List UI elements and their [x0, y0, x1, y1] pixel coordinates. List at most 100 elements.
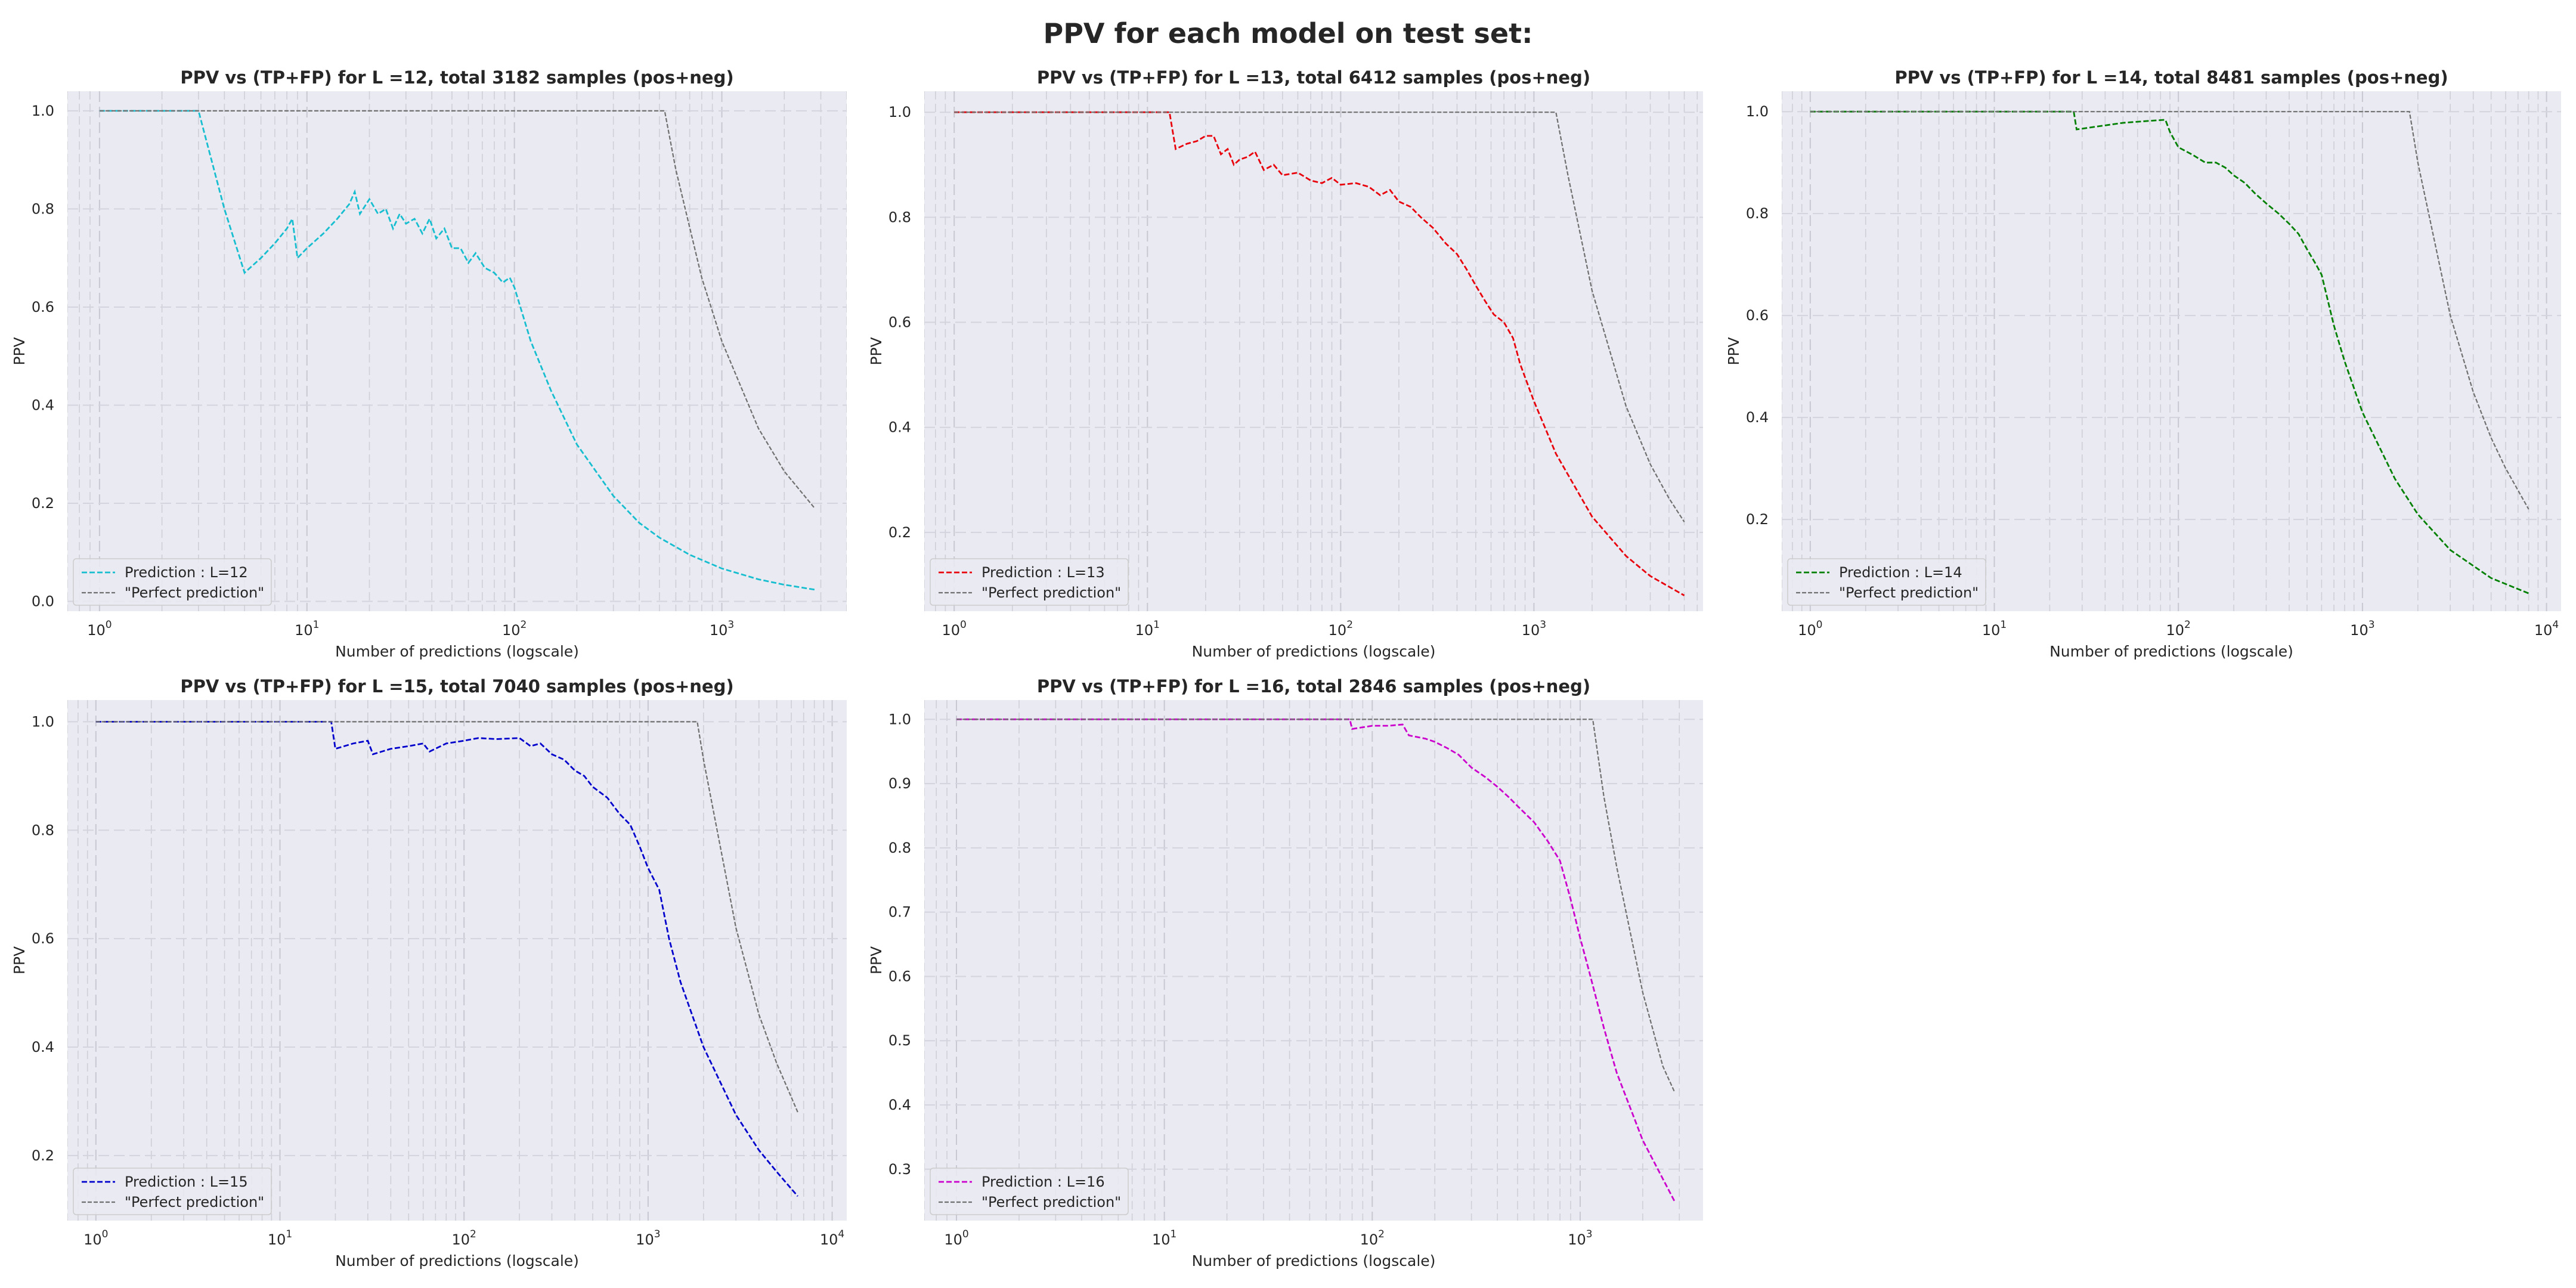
prediction-line	[1810, 110, 2529, 595]
y-tick-label: 1.0	[32, 713, 54, 730]
grid	[924, 700, 1703, 1221]
subplot-5: 0.3 0.4 0.5 0.6 0.7 0.8 0.9 1.0 100 101 102 103 PPV …	[868, 676, 1703, 1270]
legend-box	[1787, 558, 1986, 606]
figure-title: PPV for each model on test set:	[1044, 17, 1533, 49]
y-tick-label: 1.0	[32, 103, 54, 119]
y-tick-label: 0.8	[888, 209, 911, 225]
y-axis-label: PPV	[11, 946, 28, 974]
x-tick-label: 100	[83, 1228, 108, 1248]
series-group	[95, 721, 798, 1197]
y-tick-label: 0.8	[32, 822, 54, 838]
perfect-prediction-line	[99, 110, 815, 509]
series-group	[1810, 110, 2529, 595]
y-tick-label: 0.4	[32, 397, 54, 413]
legend-box	[930, 558, 1129, 606]
y-tick-label: 0.6	[32, 930, 54, 947]
legend-label: Prediction : L=14	[1839, 564, 1962, 581]
subplot-title: PPV vs (TP+FP) for L =14, total 8481 sam…	[1894, 67, 2448, 88]
y-axis-label: PPV	[1725, 337, 1742, 365]
y-tick-label: 0.6	[32, 299, 54, 315]
plot-area	[67, 700, 847, 1221]
plot-area	[924, 700, 1703, 1221]
perfect-prediction-line	[95, 721, 798, 1113]
y-tick-label: 0.4	[32, 1039, 54, 1055]
y-tick-label: 1.0	[1746, 103, 1769, 120]
x-axis-label: Number of predictions (logscale)	[335, 1252, 579, 1270]
subplot-title: PPV vs (TP+FP) for L =16, total 2846 sam…	[1037, 676, 1590, 696]
x-tick-label: 102	[1360, 1228, 1385, 1248]
legend-box	[73, 558, 272, 606]
y-tick-label: 0.4	[888, 1097, 911, 1113]
grid	[924, 91, 1703, 611]
x-tick-label: 101	[295, 619, 319, 639]
prediction-line	[954, 111, 1685, 596]
y-tick-label: 0.2	[32, 1147, 54, 1164]
y-tick-label: 1.0	[888, 104, 911, 120]
perfect-prediction-line	[1810, 111, 2529, 510]
x-tick-label: 100	[942, 619, 967, 639]
legend-label: Prediction : L=15	[125, 1174, 248, 1190]
perfect-prediction-line	[956, 719, 1676, 1092]
plot-area	[1782, 91, 2561, 611]
y-axis-label: PPV	[868, 337, 885, 365]
y-tick-label: 0.5	[888, 1032, 911, 1049]
plot-area	[924, 91, 1703, 611]
legend-label: "Perfect prediction"	[125, 1194, 264, 1210]
y-tick-label: 0.2	[888, 524, 911, 541]
y-tick-label: 0.7	[888, 904, 911, 921]
prediction-line	[956, 718, 1676, 1202]
x-tick-label: 100	[87, 619, 112, 639]
y-tick-label: 0.4	[1746, 409, 1769, 426]
legend-box	[930, 1168, 1129, 1215]
y-tick-label: 0.6	[888, 314, 911, 331]
legend: Prediction : L=15 "Perfect prediction"	[73, 1168, 272, 1215]
subplot-4: 0.2 0.4 0.6 0.8 1.0 100 101 102 103 104 PPV vs (TP…	[11, 676, 847, 1270]
y-tick-label: 0.8	[32, 200, 54, 217]
legend: Prediction : L=14 "Perfect prediction"	[1787, 558, 1986, 606]
x-tick-label: 101	[1135, 619, 1160, 639]
x-axis-label: Number of predictions (logscale)	[1192, 1252, 1436, 1270]
plot-area	[67, 91, 847, 611]
y-tick-label: 0.0	[32, 593, 54, 610]
grid	[67, 700, 847, 1221]
subplot-3: 0.2 0.4 0.6 0.8 1.0 100 101 102 103 104 PPV vs (TP…	[1725, 67, 2561, 660]
x-tick-label: 104	[820, 1228, 844, 1248]
x-axis-label: Number of predictions (logscale)	[1192, 643, 1436, 660]
y-tick-label: 1.0	[888, 711, 911, 727]
series-group	[954, 111, 1685, 596]
grid	[67, 91, 847, 611]
x-tick-label: 102	[502, 619, 527, 639]
y-tick-label: 0.9	[888, 775, 911, 792]
y-tick-label: 0.2	[32, 495, 54, 512]
x-tick-label: 101	[1982, 619, 2007, 639]
series-group	[99, 110, 815, 591]
x-axis-label: Number of predictions (logscale)	[2049, 643, 2293, 660]
legend-label: Prediction : L=12	[125, 564, 248, 581]
x-tick-label: 100	[944, 1228, 968, 1248]
perfect-prediction-line	[954, 112, 1685, 522]
subplot-title: PPV vs (TP+FP) for L =12, total 3182 sam…	[180, 67, 733, 88]
x-tick-label: 102	[451, 1228, 476, 1248]
prediction-line	[99, 110, 815, 591]
subplot-1: 0.0 0.2 0.4 0.6 0.8 1.0 100 101 102 103 PPV vs (TP…	[11, 67, 847, 660]
x-tick-label: 101	[268, 1228, 292, 1248]
x-tick-label: 102	[2166, 619, 2190, 639]
legend: Prediction : L=13 "Perfect prediction"	[930, 558, 1129, 606]
x-tick-label: 102	[1329, 619, 1353, 639]
legend-box	[73, 1168, 272, 1215]
legend-label: "Perfect prediction"	[982, 584, 1121, 601]
legend: Prediction : L=16 "Perfect prediction"	[930, 1168, 1129, 1215]
legend-label: "Perfect prediction"	[982, 1194, 1121, 1210]
subplot-title: PPV vs (TP+FP) for L =13, total 6412 sam…	[1037, 67, 1590, 88]
x-tick-label: 104	[2534, 619, 2559, 639]
grid	[1782, 91, 2561, 611]
x-tick-label: 103	[2350, 619, 2374, 639]
x-tick-label: 100	[1798, 619, 1822, 639]
y-axis-label: PPV	[11, 337, 28, 365]
y-tick-label: 0.2	[1746, 511, 1769, 528]
subplot-2: 0.2 0.4 0.6 0.8 1.0 100 101 102 103 PPV vs (TP+FP…	[868, 67, 1703, 660]
y-axis-label: PPV	[868, 946, 885, 974]
legend-label: Prediction : L=13	[982, 564, 1105, 581]
y-tick-label: 0.3	[888, 1161, 911, 1178]
